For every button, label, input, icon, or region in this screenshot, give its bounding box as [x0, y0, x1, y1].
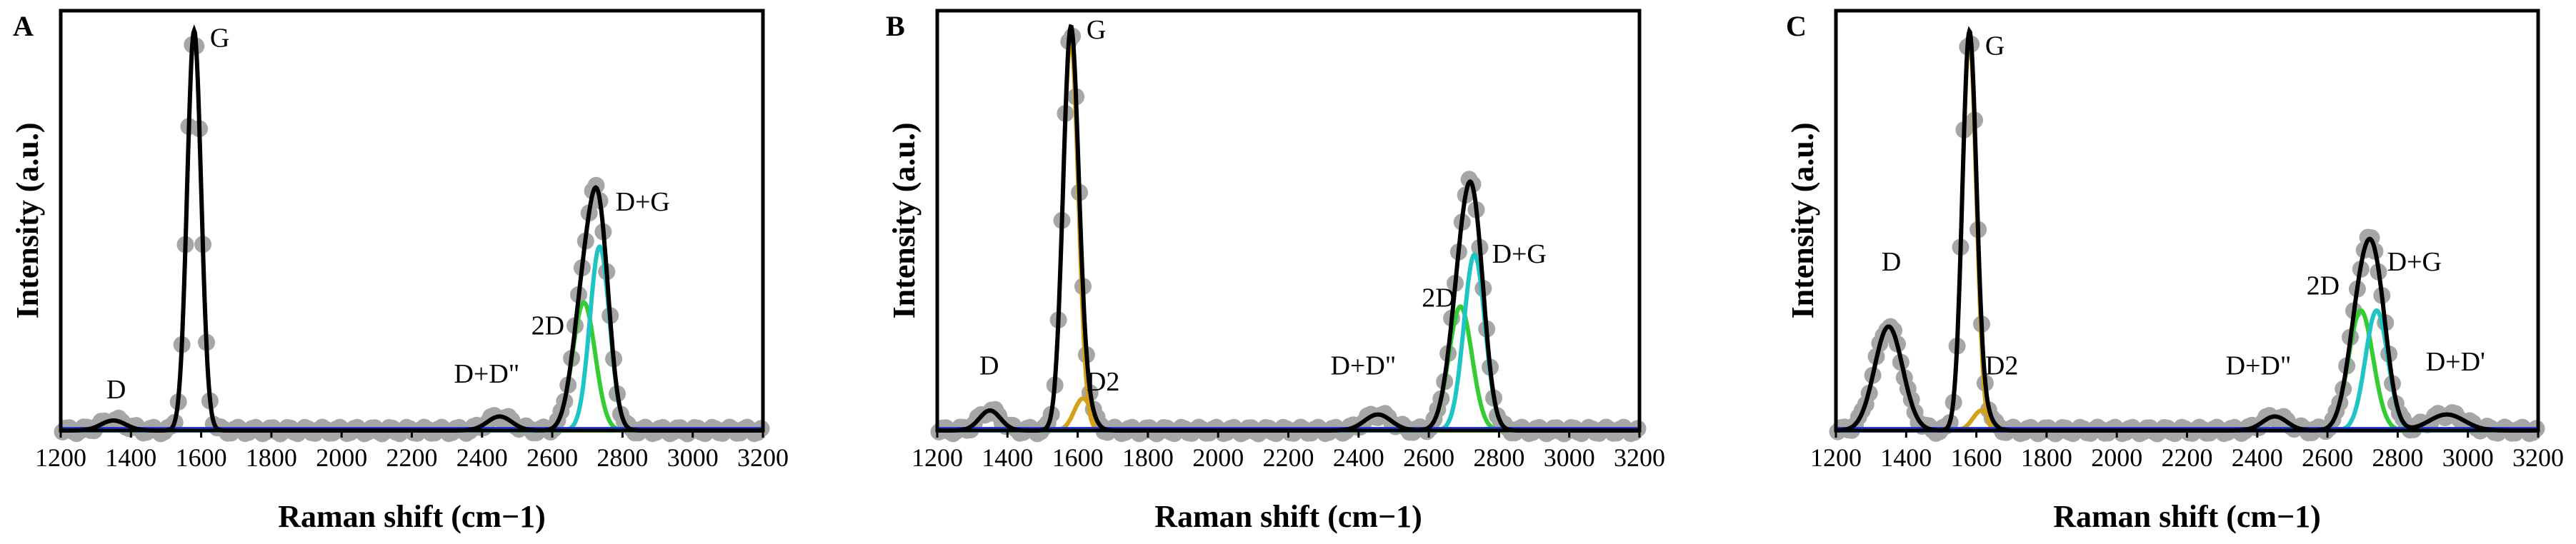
- data-points: [1829, 35, 2545, 443]
- peak-label: D: [1882, 247, 1901, 277]
- x-tick-label: 2800: [2372, 443, 2423, 472]
- peak-label: D+D": [1330, 351, 1396, 381]
- peak-label: 2D: [2307, 271, 2340, 301]
- y-axis-label: Intensity (a.u.): [1785, 122, 1820, 318]
- peak-label: D: [106, 375, 126, 405]
- x-tick-label: 2600: [526, 443, 578, 472]
- x-tick-label: 1600: [1052, 443, 1104, 472]
- x-tick-label: 3000: [1544, 443, 1595, 472]
- peak-curve-dg: [61, 244, 763, 433]
- data-points: [54, 36, 770, 443]
- plot-frame: [59, 9, 765, 433]
- peak-label: D+D': [2426, 347, 2485, 377]
- x-axis-label: Raman shift (cm−1): [1154, 499, 1422, 534]
- data-points: [930, 27, 1647, 443]
- peak-label: G: [1985, 31, 2005, 61]
- x-tick-label: 2200: [386, 443, 438, 472]
- x-tick-label: 1800: [1122, 443, 1174, 472]
- peak-label: D2: [1985, 351, 2018, 381]
- peak-label: D+D": [2226, 351, 2292, 381]
- panel-letter: B: [886, 10, 905, 42]
- x-tick-label: 1800: [246, 443, 297, 472]
- peak-curve-g: [937, 33, 1639, 433]
- panel-letter: C: [1786, 10, 1807, 42]
- x-tick-label: 2400: [456, 443, 508, 472]
- chart-panel-c: C 1200 1400 1600 1800 2000 2200 2400 2600 2800 300…: [1785, 9, 2564, 534]
- x-tick-label: 2000: [316, 443, 367, 472]
- x-tick-label: 3000: [2442, 443, 2494, 472]
- x-tick-label: 1400: [982, 443, 1033, 472]
- x-tick-label: 2800: [596, 443, 648, 472]
- x-tick-label: 1400: [105, 443, 156, 472]
- panel-letter: A: [13, 10, 34, 42]
- fit-curve: [61, 24, 763, 433]
- plot-frame: [935, 9, 1642, 433]
- peak-curve-dg: [937, 252, 1639, 433]
- x-tick-label: 3000: [667, 443, 719, 472]
- x-tick-label: 1200: [35, 443, 86, 472]
- fit-curve: [937, 24, 1639, 433]
- x-tick-label: 2400: [2232, 443, 2283, 472]
- x-tick-label: 2200: [2162, 443, 2213, 472]
- peak-label: G: [1087, 15, 1106, 45]
- x-tick-label: 1800: [2021, 443, 2072, 472]
- x-tick-label: 2600: [2302, 443, 2353, 472]
- x-tick-label: 2000: [1192, 443, 1244, 472]
- peak-label: D+G: [1492, 239, 1547, 269]
- peak-label: D+G: [616, 187, 670, 217]
- x-tick-label: 2000: [2091, 443, 2142, 472]
- peak-label: D: [979, 351, 999, 381]
- x-axis-label: Raman shift (cm−1): [2053, 499, 2321, 534]
- y-axis-label: Intensity (a.u.): [887, 122, 922, 318]
- peak-curve-g: [61, 24, 763, 433]
- peak-label: G: [210, 23, 229, 53]
- x-tick-label: 3200: [2512, 443, 2564, 472]
- peak-curve-2d: [937, 304, 1639, 433]
- x-tick-label: 2800: [1473, 443, 1524, 472]
- peak-curve-2d: [61, 300, 763, 433]
- x-tick-label: 1400: [1880, 443, 1932, 472]
- x-tick-label: 2600: [1403, 443, 1454, 472]
- x-tick-label: 1200: [912, 443, 963, 472]
- chart-panel-b: B 1200 1400 1600 1800 2000 2200 2400 2600 2800 300…: [886, 9, 1665, 534]
- x-tick-label: 1600: [176, 443, 227, 472]
- x-tick-label: 2200: [1263, 443, 1314, 472]
- peak-label: D+D": [454, 359, 519, 389]
- y-axis-label: Intensity (a.u.): [10, 122, 45, 318]
- peak-label: 2D: [531, 311, 564, 341]
- chart-panel-a: A 1200 1400 1600 1800 2000 2200 2400 2600 2800 300…: [10, 9, 789, 534]
- peak-label: D+G: [2387, 247, 2442, 277]
- x-axis-label: Raman shift (cm−1): [278, 499, 546, 534]
- x-tick-label: 3200: [737, 443, 789, 472]
- x-tick-label: 1600: [1951, 443, 2002, 472]
- peak-label: 2D: [1422, 283, 1454, 313]
- x-tick-label: 1200: [1810, 443, 1862, 472]
- peak-label: D2: [1087, 367, 1119, 397]
- x-tick-label: 3200: [1614, 443, 1665, 472]
- x-tick-label: 2400: [1333, 443, 1384, 472]
